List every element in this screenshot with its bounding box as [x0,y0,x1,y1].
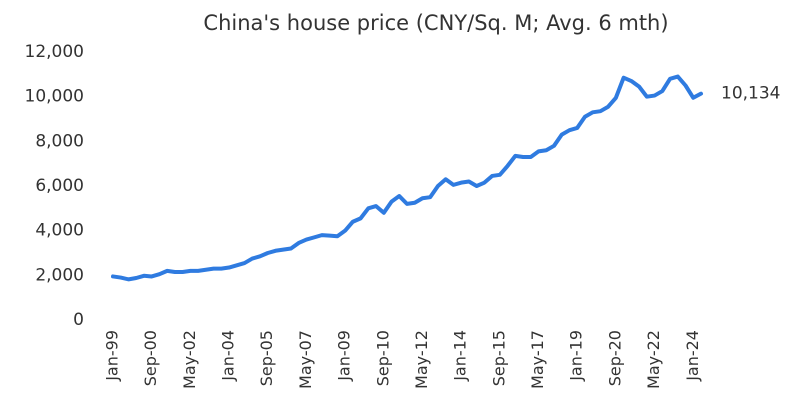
x-tick-label: Jan-09 [335,330,354,382]
x-tick-label: Sep-15 [489,330,508,386]
x-tick-label: Sep-20 [605,330,624,386]
x-tick-label: Jan-99 [103,330,122,382]
x-tick-label: May-22 [644,330,663,389]
x-tick-label: Sep-05 [257,330,276,386]
x-tick-label: Sep-00 [141,330,160,386]
x-tick-label: May-02 [180,330,199,389]
x-tick-label: Sep-10 [373,330,392,386]
x-tick-label: May-12 [412,330,431,389]
y-tick-label: 0 [73,310,84,330]
y-tick-label: 4,000 [35,221,84,241]
chart-title: China's house price (CNY/Sq. M; Avg. 6 m… [203,11,668,35]
y-tick-label: 8,000 [35,131,84,151]
x-tick-label: Jan-14 [451,330,470,382]
y-tick-label: 12,000 [25,42,84,62]
x-tick-label: May-07 [296,330,315,389]
y-tick-label: 6,000 [35,176,84,196]
line [111,74,703,282]
y-tick-label: 10,000 [25,87,84,107]
y-tick-label: 2,000 [35,265,84,285]
x-tick-label: Jan-19 [567,330,586,382]
x-tick-label: May-17 [528,330,547,389]
value-label: 10,134 [721,84,780,104]
x-tick-label: Jan-04 [219,330,238,382]
x-tick-label: Jan-24 [683,330,702,382]
